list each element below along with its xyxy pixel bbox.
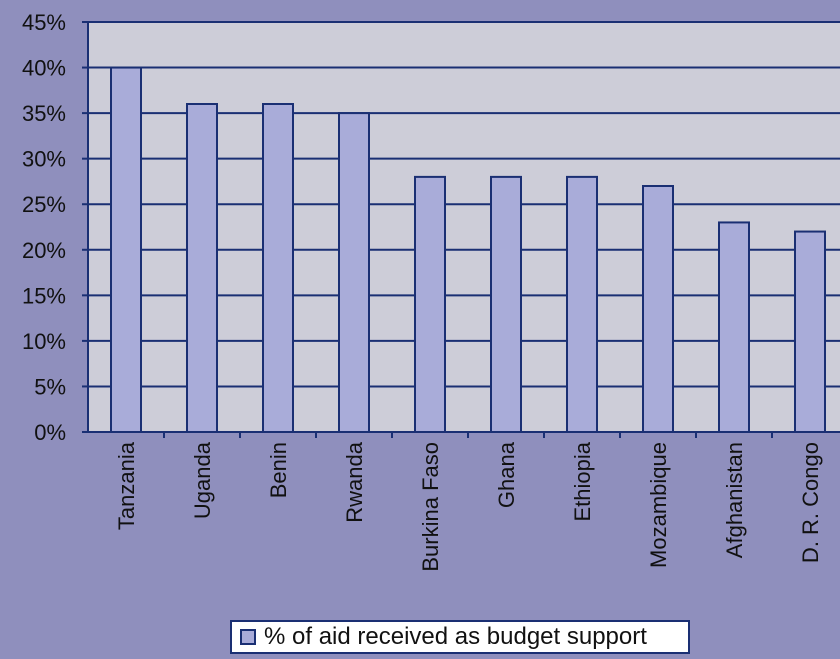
x-tick-label: D. R. Congo <box>798 442 823 563</box>
legend-label: % of aid received as budget support <box>264 623 647 650</box>
y-tick-label: 40% <box>22 56 66 81</box>
bar-burkina-faso <box>414 175 446 433</box>
bar-tanzania <box>110 66 142 434</box>
bar-mozambique <box>642 185 674 433</box>
bar-d-r-congo <box>794 230 826 433</box>
legend: % of aid received as budget support <box>230 620 690 654</box>
y-tick-label: 35% <box>22 101 66 126</box>
legend-swatch <box>240 629 256 645</box>
y-tick-label: 30% <box>22 147 66 172</box>
bar-benin <box>262 103 294 433</box>
y-tick-labels: 0% 5% 10% 15% 20% 25% 30% 35% 40% 45% <box>22 10 66 445</box>
bars <box>110 66 826 434</box>
y-tick-label: 25% <box>22 192 66 217</box>
axes <box>87 21 840 433</box>
y-tick-label: 45% <box>22 10 66 35</box>
bar-rwanda <box>338 112 370 433</box>
x-tick-label: Mozambique <box>646 442 671 568</box>
x-tick-label: Benin <box>266 442 291 498</box>
x-tick-label: Tanzania <box>114 441 139 530</box>
y-tick-label: 5% <box>34 374 66 399</box>
x-tick-label: Ghana <box>494 441 519 508</box>
x-tick-label: Afghanistan <box>722 442 747 558</box>
bar-afghanistan <box>718 221 750 433</box>
x-tick-label: Rwanda <box>342 441 367 522</box>
y-tick-label: 0% <box>34 420 66 445</box>
x-tick-label: Ethiopia <box>570 441 595 521</box>
x-tick-label: Uganda <box>190 441 215 519</box>
bar-ghana <box>490 175 522 433</box>
x-tick-label: Burkina Faso <box>418 442 443 572</box>
bar-uganda <box>186 103 218 433</box>
y-tick-label: 10% <box>22 329 66 354</box>
y-tick-label: 15% <box>22 283 66 308</box>
y-tick-label: 20% <box>22 238 66 263</box>
x-tick-labels: Tanzania Uganda Benin Rwanda Burkina Faso Gha… <box>114 441 823 571</box>
bar-ethiopia <box>566 175 598 433</box>
